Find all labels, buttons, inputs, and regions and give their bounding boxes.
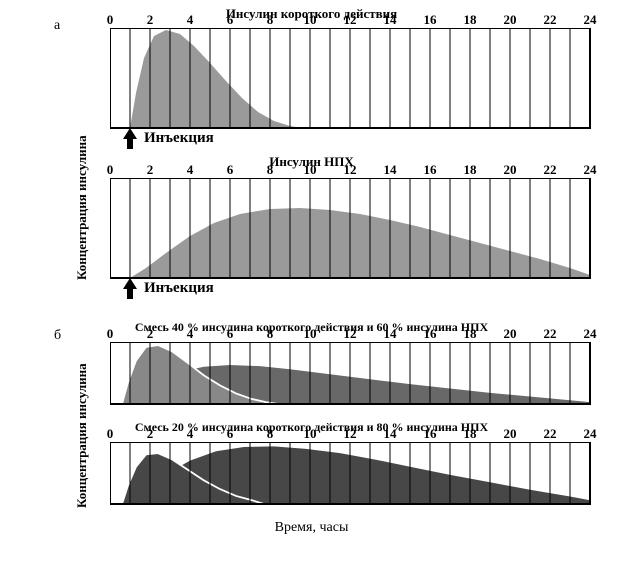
tick-label: 10 <box>300 12 320 28</box>
tick-label: 2 <box>140 162 160 178</box>
tick-label: 2 <box>140 326 160 342</box>
tick-label: 16 <box>420 12 440 28</box>
tick-label: 18 <box>460 426 480 442</box>
tick-label: 0 <box>100 12 120 28</box>
tick-label: 18 <box>460 162 480 178</box>
curve <box>130 30 302 128</box>
tick-label: 20 <box>500 162 520 178</box>
injection-label: Инъекция <box>144 280 214 297</box>
tick-label: 6 <box>220 426 240 442</box>
tick-label: 0 <box>100 326 120 342</box>
injection-arrow-icon <box>121 128 139 150</box>
tick-label: 10 <box>300 326 320 342</box>
tick-label: 6 <box>220 12 240 28</box>
tick-label: 2 <box>140 426 160 442</box>
tick-label: 4 <box>180 326 200 342</box>
tick-label: 20 <box>500 326 520 342</box>
tick-label: 16 <box>420 426 440 442</box>
tick-label: 24 <box>580 426 600 442</box>
tick-label: 10 <box>300 426 320 442</box>
tick-label: 24 <box>580 162 600 178</box>
tick-label: 22 <box>540 426 560 442</box>
tick-label: 0 <box>100 162 120 178</box>
tick-label: 14 <box>380 426 400 442</box>
tick-label: 6 <box>220 162 240 178</box>
chart_b2 <box>110 442 592 524</box>
tick-label: 16 <box>420 162 440 178</box>
tick-label: 24 <box>580 12 600 28</box>
tick-labels: 024681012141618202224 <box>110 426 590 442</box>
injection-arrow-icon <box>121 278 139 300</box>
tick-label: 8 <box>260 326 280 342</box>
tick-label: 18 <box>460 326 480 342</box>
tick-label: 10 <box>300 162 320 178</box>
curve <box>130 208 590 278</box>
tick-label: 12 <box>340 12 360 28</box>
tick-label: 14 <box>380 162 400 178</box>
tick-label: 8 <box>260 12 280 28</box>
tick-label: 22 <box>540 12 560 28</box>
tick-label: 8 <box>260 426 280 442</box>
chart_b1 <box>110 342 592 424</box>
tick-label: 20 <box>500 426 520 442</box>
tick-label: 0 <box>100 426 120 442</box>
tick-label: 4 <box>180 12 200 28</box>
injection-label: Инъекция <box>144 130 214 147</box>
figure-root: а б Концентрация инсулина Концентрация и… <box>0 0 623 562</box>
tick-label: 16 <box>420 326 440 342</box>
tick-label: 4 <box>180 162 200 178</box>
tick-label: 22 <box>540 162 560 178</box>
tick-label: 24 <box>580 326 600 342</box>
y-axis-label-b: Концентрация инсулина <box>74 363 90 508</box>
tick-label: 12 <box>340 162 360 178</box>
tick-label: 20 <box>500 12 520 28</box>
tick-label: 18 <box>460 12 480 28</box>
tick-label: 2 <box>140 12 160 28</box>
tick-labels: 024681012141618202224 <box>110 162 590 178</box>
tick-label: 12 <box>340 426 360 442</box>
tick-label: 14 <box>380 12 400 28</box>
tick-label: 8 <box>260 162 280 178</box>
tick-labels: 024681012141618202224 <box>110 326 590 342</box>
tick-label: 14 <box>380 326 400 342</box>
tick-label: 12 <box>340 326 360 342</box>
tick-label: 6 <box>220 326 240 342</box>
tick-label: 4 <box>180 426 200 442</box>
tick-label: 22 <box>540 326 560 342</box>
tick-labels: 024681012141618202224 <box>110 12 590 28</box>
